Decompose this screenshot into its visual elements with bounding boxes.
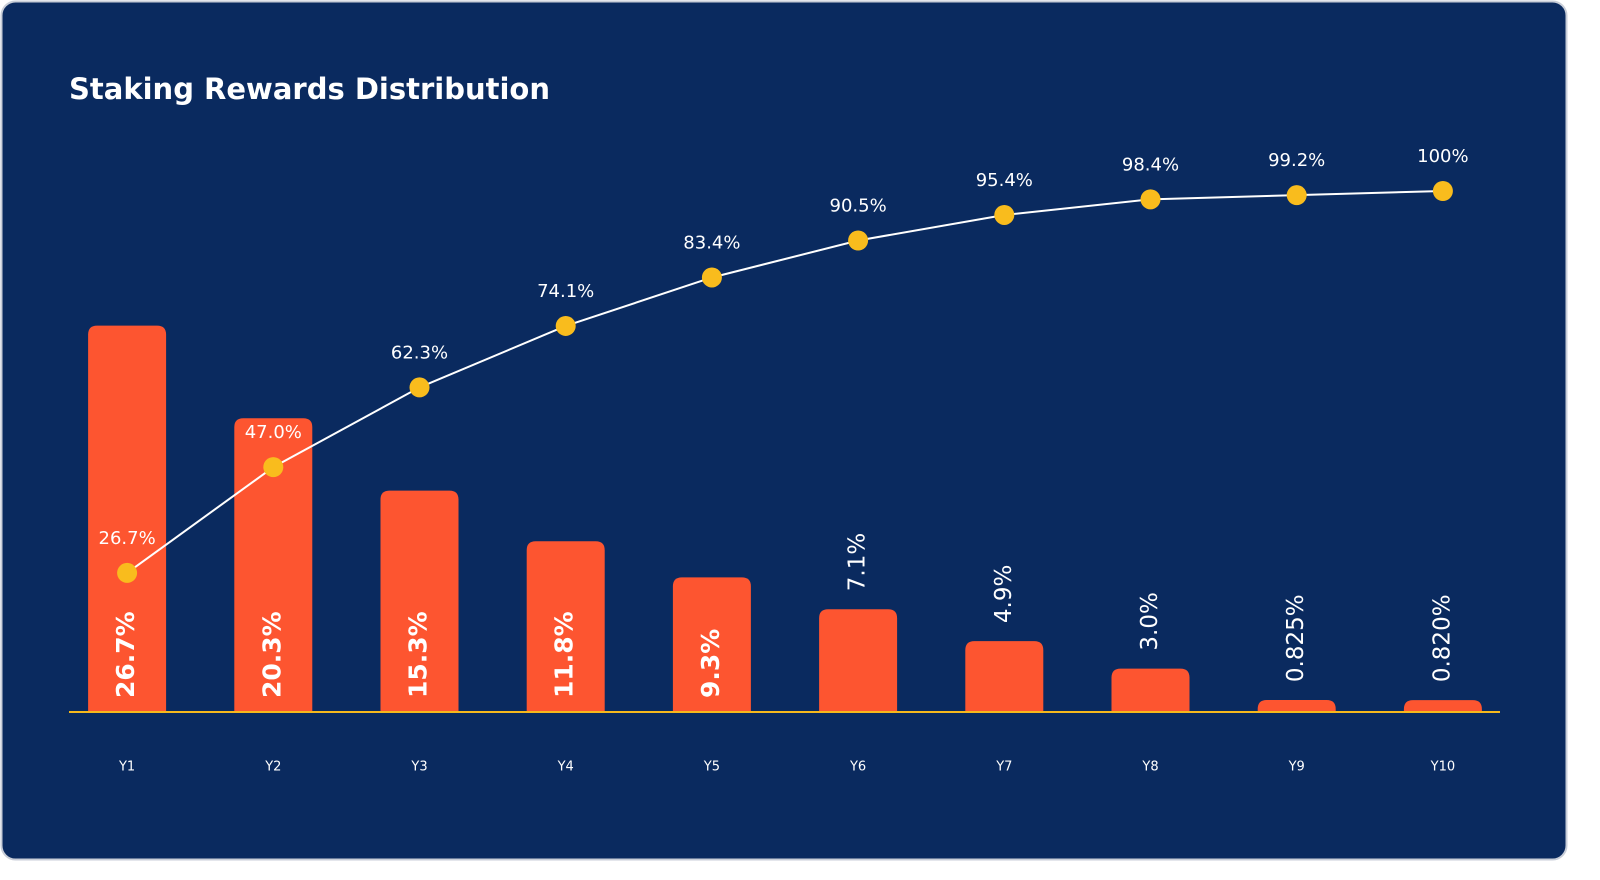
line-marker bbox=[1140, 189, 1161, 210]
line-value-label: 26.7% bbox=[99, 528, 156, 549]
line-value-label: 99.2% bbox=[1268, 150, 1325, 171]
bar bbox=[1257, 700, 1336, 712]
bar bbox=[965, 641, 1044, 712]
line-value-label: 95.4% bbox=[976, 170, 1033, 191]
line-marker bbox=[409, 377, 430, 398]
x-tick-label: Y1 bbox=[118, 760, 135, 775]
bar-value-label: 0.825% bbox=[1283, 594, 1309, 682]
line-marker bbox=[701, 267, 722, 288]
line-marker bbox=[1286, 185, 1307, 206]
bar bbox=[1111, 668, 1190, 712]
line-marker bbox=[994, 204, 1015, 225]
line-value-label: 90.5% bbox=[830, 195, 887, 216]
line bbox=[126, 190, 1443, 574]
bar bbox=[819, 609, 898, 712]
bar-value-label: 0.820% bbox=[1429, 594, 1455, 682]
bar-value-label: 4.9% bbox=[991, 565, 1017, 623]
bar-value-label: 11.8% bbox=[550, 611, 579, 698]
x-tick-label: Y2 bbox=[264, 760, 281, 775]
bar bbox=[380, 490, 459, 712]
x-tick-label: Y7 bbox=[995, 760, 1012, 775]
line-value-label: 100% bbox=[1417, 146, 1468, 167]
line-marker bbox=[117, 562, 138, 583]
line-value-label: 62.3% bbox=[391, 342, 448, 363]
line-value-label: 98.4% bbox=[1122, 154, 1179, 175]
bar-value-label: 9.3% bbox=[696, 629, 725, 698]
bar bbox=[88, 325, 167, 712]
bar bbox=[526, 541, 605, 712]
line-value-label: 83.4% bbox=[683, 232, 740, 253]
x-tick-label: Y10 bbox=[1430, 760, 1455, 775]
bar-value-label: 3.0% bbox=[1137, 592, 1163, 650]
bar-value-label: 26.7% bbox=[111, 611, 140, 698]
line-marker bbox=[1432, 181, 1453, 201]
x-tick-label: Y5 bbox=[703, 760, 720, 775]
x-tick-label: Y4 bbox=[557, 760, 574, 775]
line-marker bbox=[848, 230, 869, 251]
x-tick-label: Y8 bbox=[1141, 760, 1158, 775]
bar bbox=[672, 577, 751, 712]
bar bbox=[234, 418, 313, 712]
line-value-label: 74.1% bbox=[537, 281, 594, 302]
x-tick-label: Y9 bbox=[1288, 760, 1305, 775]
bar-value-label: 7.1% bbox=[845, 533, 871, 591]
line-value-label: 47.0% bbox=[245, 422, 302, 443]
chart-title: Staking Rewards Distribution bbox=[69, 72, 550, 106]
x-tick-label: Y6 bbox=[849, 760, 866, 775]
x-tick-label: Y3 bbox=[410, 760, 427, 775]
line-marker bbox=[555, 315, 576, 336]
line-marker bbox=[263, 457, 284, 478]
bar bbox=[1403, 700, 1482, 712]
bar-value-label: 15.3% bbox=[404, 611, 433, 698]
bar-value-label: 20.3% bbox=[257, 611, 286, 698]
